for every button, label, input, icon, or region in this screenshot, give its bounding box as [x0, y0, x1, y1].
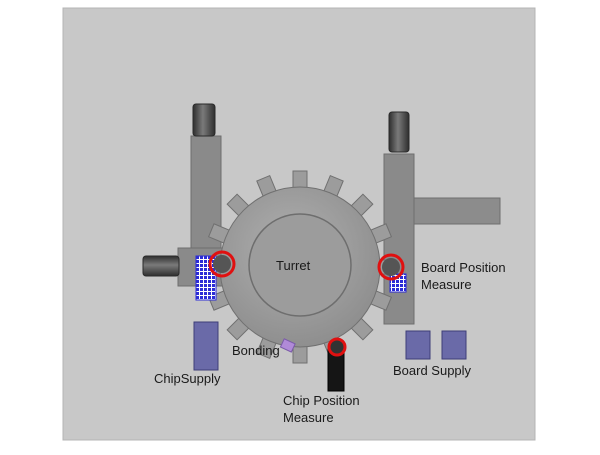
board-transfer-rail [409, 197, 501, 225]
left-head-core [213, 255, 231, 273]
bonding-label: Bonding [232, 343, 280, 358]
board-position-measure-label-line2: Measure [421, 277, 472, 292]
left-head-ring [208, 250, 236, 278]
right-head-ring [377, 253, 405, 281]
board-supply-block-1 [405, 330, 431, 360]
right-head-core [382, 258, 400, 276]
chip-position-measure-label-line1: Chip Position [283, 393, 360, 408]
left-top-cylinder [192, 103, 216, 137]
chip-supply-label: ChipSupply [154, 371, 221, 386]
chip-position-ring [327, 337, 347, 357]
board-position-measure-label-line1: Board Position [421, 260, 506, 275]
chip-position-measure-label-line2: Measure [283, 410, 334, 425]
bonding-chip [279, 338, 296, 353]
chip-supply-block [193, 321, 219, 371]
turret-label: Turret [276, 258, 311, 273]
board-supply-label: Board Supply [393, 363, 472, 378]
right-head-column [383, 153, 415, 325]
chip-tray-grid [195, 255, 217, 301]
left-side-cylinder [142, 255, 180, 277]
right-top-cylinder [388, 111, 410, 153]
board-supply-block-2 [441, 330, 467, 360]
turret-inner-disc [248, 213, 352, 317]
